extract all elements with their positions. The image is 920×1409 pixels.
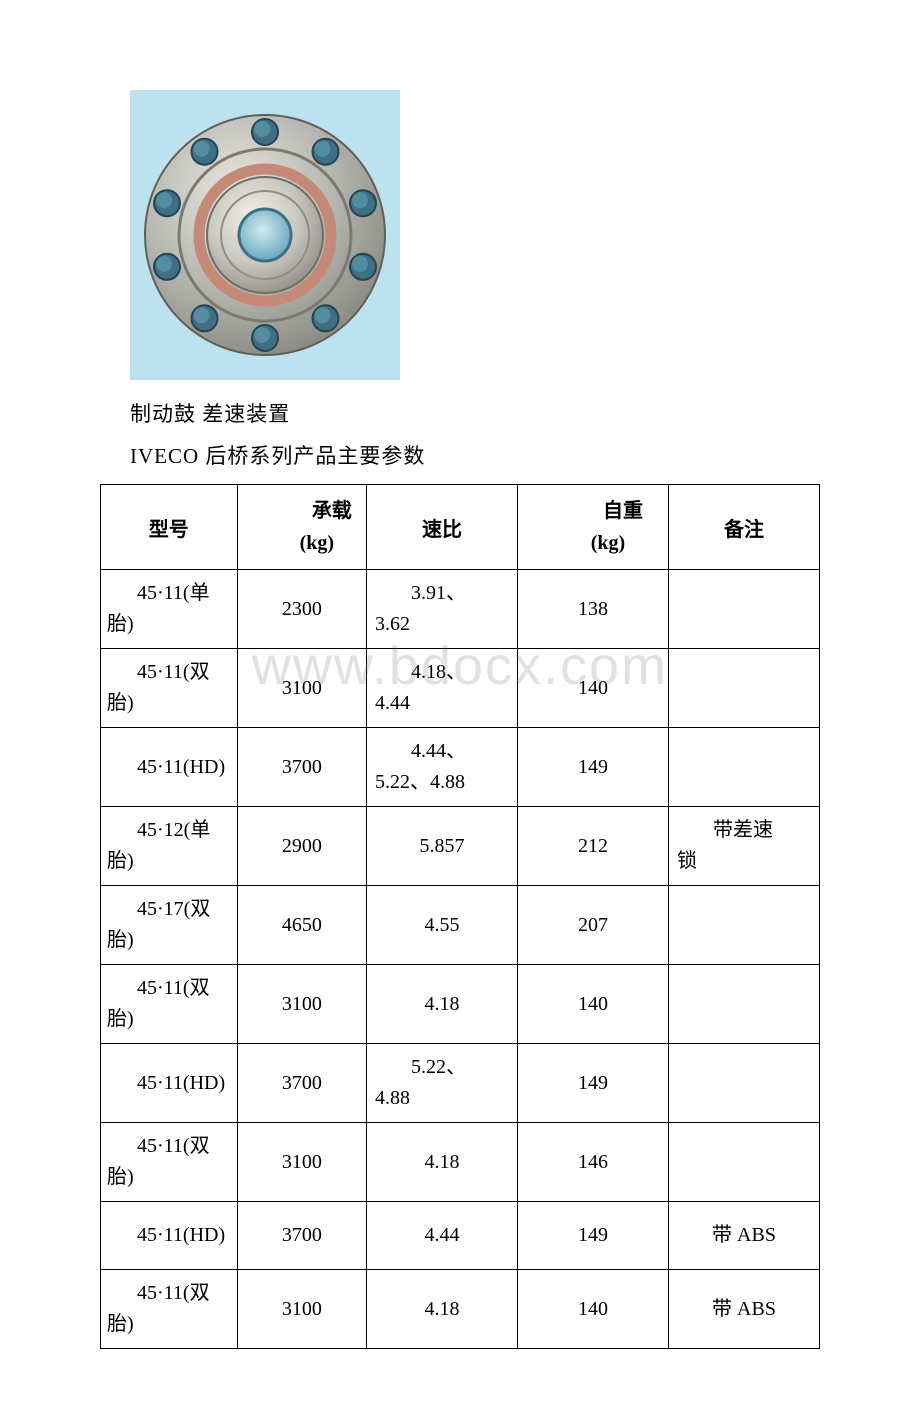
cell-load: 2900 — [237, 807, 366, 886]
cell-ratio: 3.91、3.62 — [367, 570, 518, 649]
cell-note — [668, 570, 819, 649]
table-row: 45·11(双胎)31004.18140带 ABS — [101, 1270, 820, 1349]
cell-weight: 212 — [518, 807, 669, 886]
cell-weight: 149 — [518, 728, 669, 807]
cell-weight: 138 — [518, 570, 669, 649]
cell-weight: 149 — [518, 1202, 669, 1270]
cell-load: 3100 — [237, 1270, 366, 1349]
cell-ratio: 5.857 — [367, 807, 518, 886]
col-header-model: 型号 — [101, 485, 238, 570]
product-image — [130, 90, 400, 380]
cell-note — [668, 1044, 819, 1123]
table-row: 45·11(HD)37005.22、4.88149 — [101, 1044, 820, 1123]
flange-illustration — [135, 105, 395, 365]
cell-load: 4650 — [237, 886, 366, 965]
cell-model: 45·17(双胎) — [101, 886, 238, 965]
table-header-row: 型号 承载(kg) 速比 自重(kg) 备注 — [101, 485, 820, 570]
cell-note: 带 ABS — [668, 1202, 819, 1270]
table-row: 45·11(HD)37004.44、5.22、4.88149 — [101, 728, 820, 807]
cell-note — [668, 965, 819, 1044]
cell-note — [668, 1123, 819, 1202]
cell-weight: 140 — [518, 649, 669, 728]
table-title: IVECO 后桥系列产品主要参数 — [130, 440, 820, 470]
cell-model: 45·11(HD) — [101, 1044, 238, 1123]
col-header-note: 备注 — [668, 485, 819, 570]
table-row: 45·11(双胎)31004.18140 — [101, 965, 820, 1044]
table-row: 45·11(双胎)31004.18146 — [101, 1123, 820, 1202]
table-row: 45·11(HD)37004.44149带 ABS — [101, 1202, 820, 1270]
cell-weight: 149 — [518, 1044, 669, 1123]
cell-ratio: 4.18 — [367, 1123, 518, 1202]
cell-ratio: 4.44 — [367, 1202, 518, 1270]
cell-note: 带差速锁 — [668, 807, 819, 886]
cell-ratio: 4.44、5.22、4.88 — [367, 728, 518, 807]
cell-load: 2300 — [237, 570, 366, 649]
image-caption: 制动鼓 差速装置 — [130, 398, 820, 428]
spec-table: 型号 承载(kg) 速比 自重(kg) 备注 45·11(单胎)23003.91… — [100, 484, 820, 1349]
table-row: 45·17(双胎)46504.55207 — [101, 886, 820, 965]
cell-load: 3700 — [237, 1044, 366, 1123]
cell-ratio: 5.22、4.88 — [367, 1044, 518, 1123]
table-row: 45·11(双胎)31004.18、4.44140 — [101, 649, 820, 728]
cell-ratio: 4.18 — [367, 1270, 518, 1349]
cell-model: 45·11(HD) — [101, 728, 238, 807]
cell-model: 45·11(双胎) — [101, 1270, 238, 1349]
cell-load: 3700 — [237, 1202, 366, 1270]
col-header-weight: 自重(kg) — [518, 485, 669, 570]
table-row: 45·12(单胎)29005.857212带差速锁 — [101, 807, 820, 886]
cell-model: 45·11(单胎) — [101, 570, 238, 649]
cell-model: 45·11(双胎) — [101, 649, 238, 728]
cell-note: 带 ABS — [668, 1270, 819, 1349]
cell-load: 3100 — [237, 1123, 366, 1202]
cell-model: 45·11(HD) — [101, 1202, 238, 1270]
col-header-load: 承载(kg) — [237, 485, 366, 570]
cell-ratio: 4.18、4.44 — [367, 649, 518, 728]
cell-ratio: 4.55 — [367, 886, 518, 965]
cell-weight: 140 — [518, 1270, 669, 1349]
cell-weight: 146 — [518, 1123, 669, 1202]
cell-weight: 207 — [518, 886, 669, 965]
cell-weight: 140 — [518, 965, 669, 1044]
cell-ratio: 4.18 — [367, 965, 518, 1044]
col-header-ratio: 速比 — [367, 485, 518, 570]
cell-load: 3100 — [237, 649, 366, 728]
cell-note — [668, 886, 819, 965]
cell-load: 3100 — [237, 965, 366, 1044]
cell-note — [668, 649, 819, 728]
cell-model: 45·12(单胎) — [101, 807, 238, 886]
table-row: 45·11(单胎)23003.91、3.62138 — [101, 570, 820, 649]
cell-model: 45·11(双胎) — [101, 1123, 238, 1202]
cell-model: 45·11(双胎) — [101, 965, 238, 1044]
cell-note — [668, 728, 819, 807]
cell-load: 3700 — [237, 728, 366, 807]
